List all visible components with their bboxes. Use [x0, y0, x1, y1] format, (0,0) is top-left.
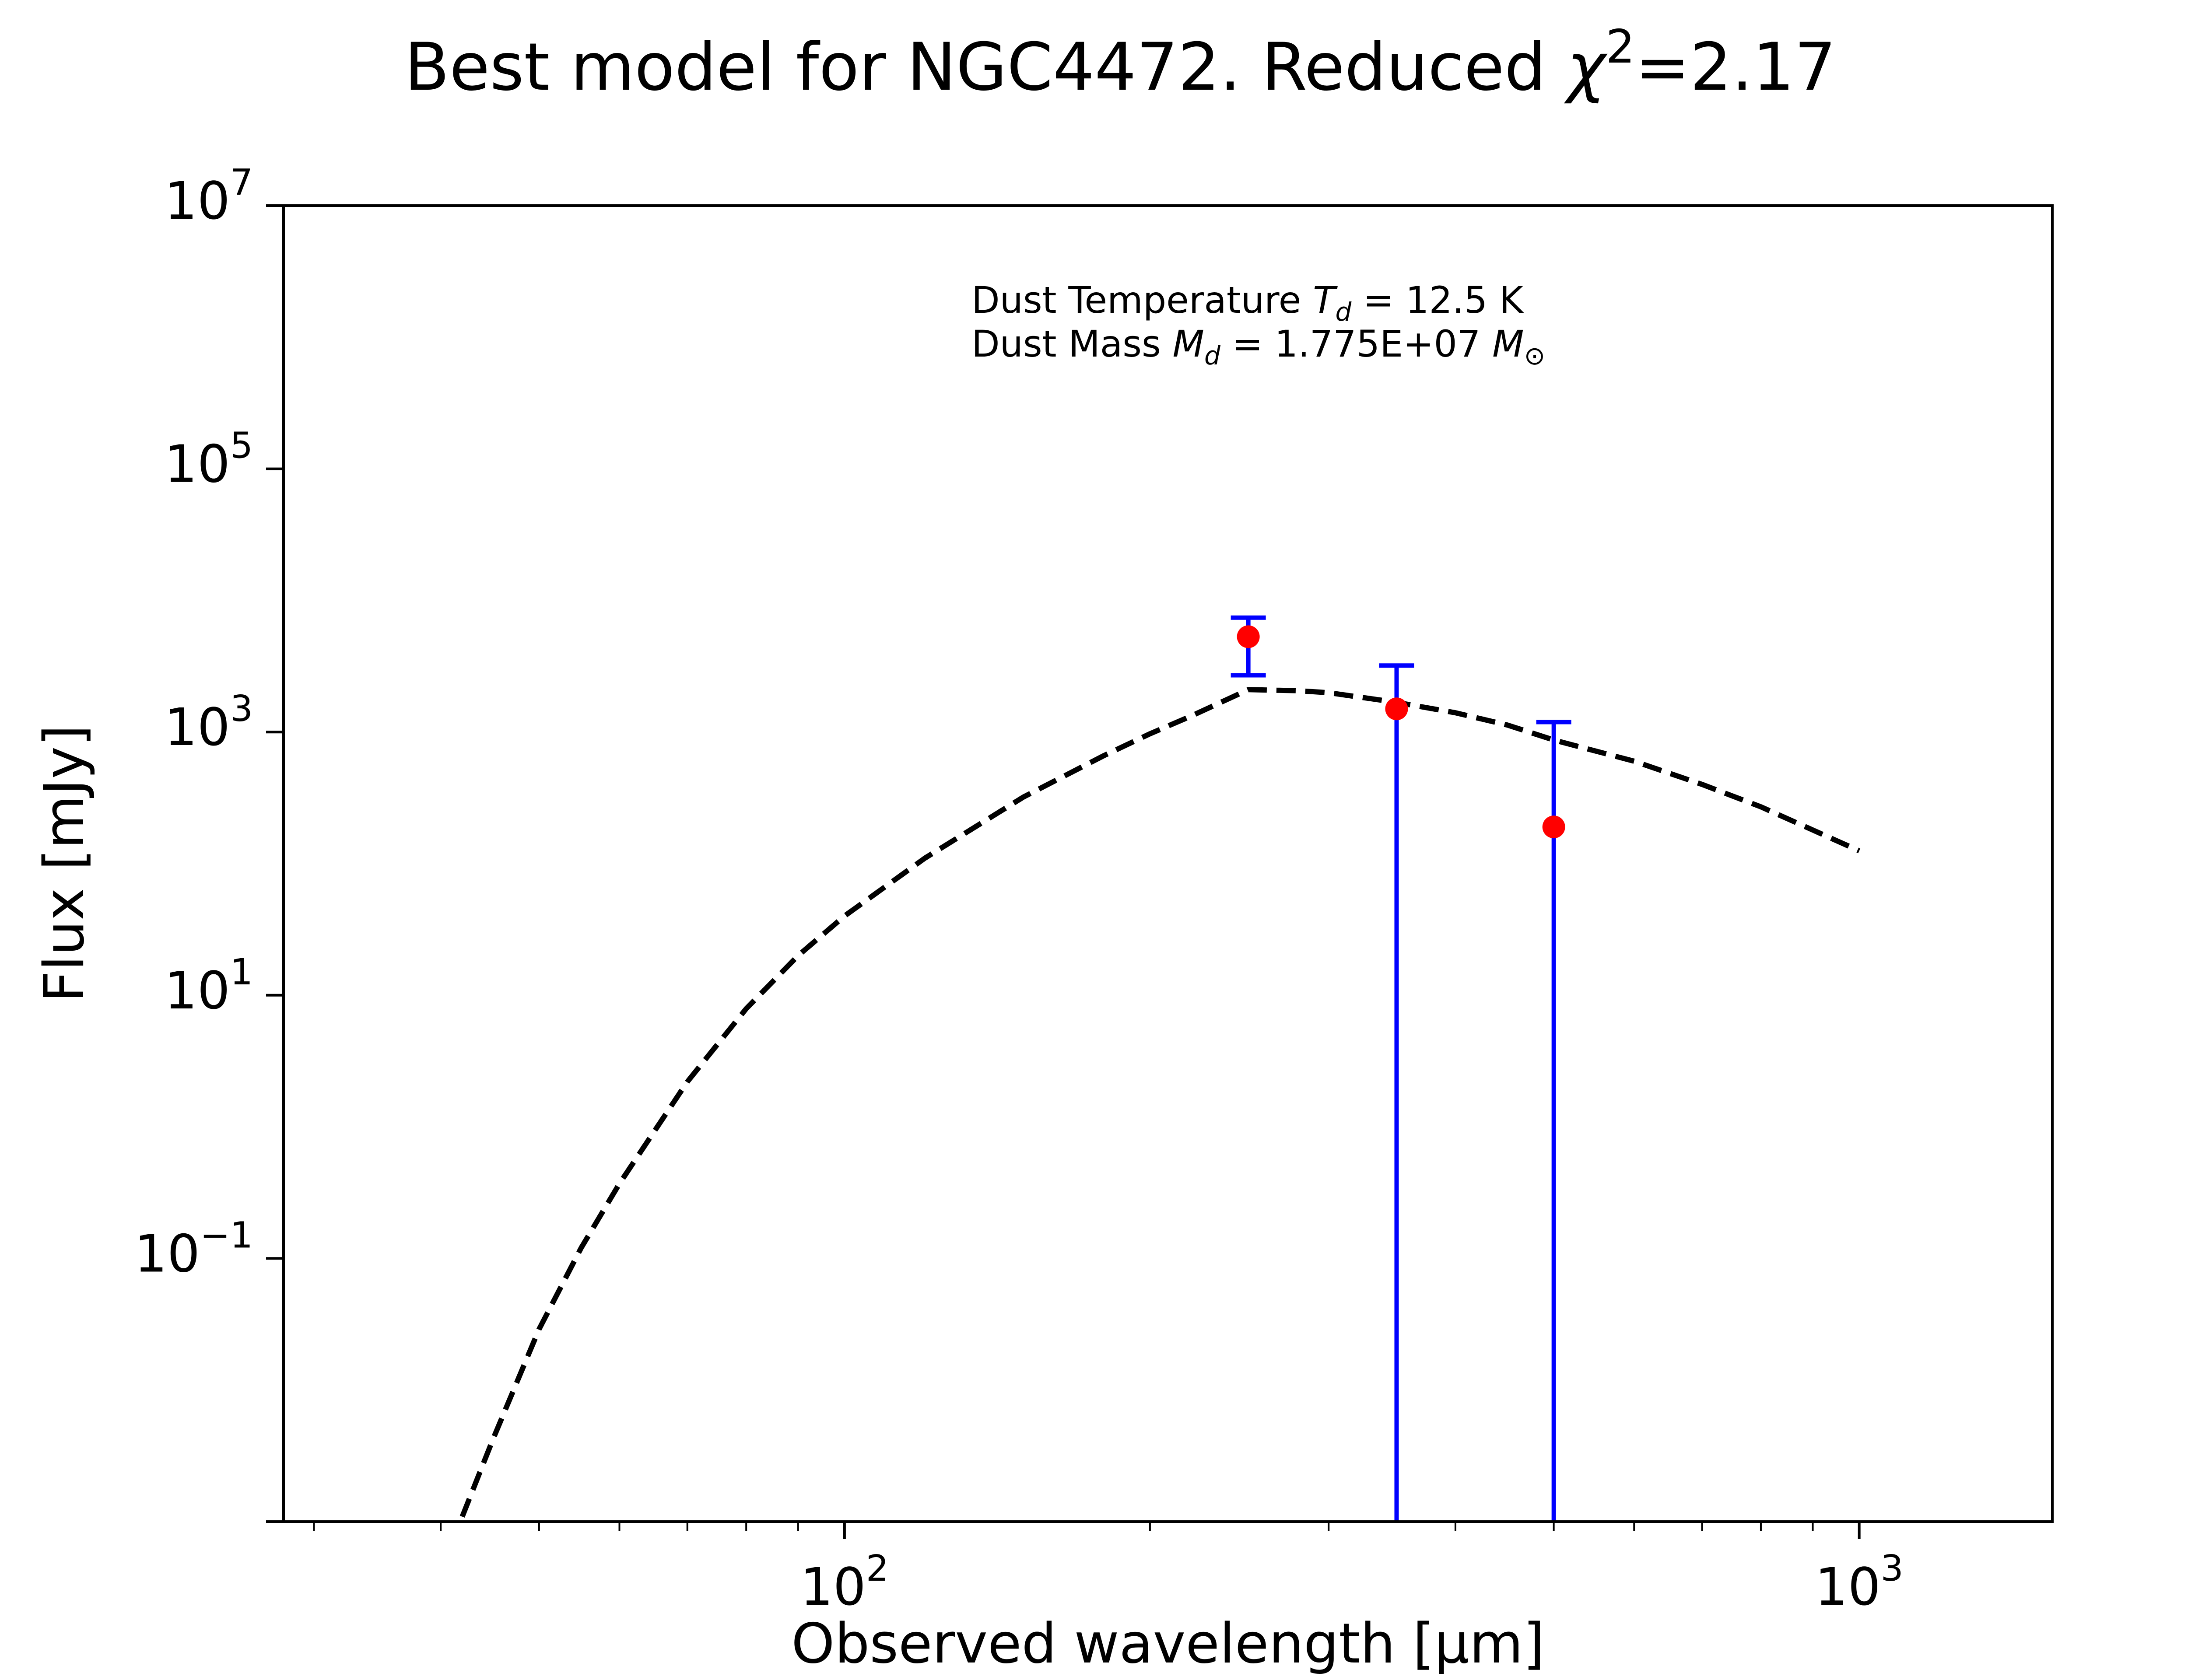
annotation-value: = 12.5 K	[1351, 279, 1524, 322]
x-axis-label: Observed wavelength [μm]	[791, 1611, 1545, 1676]
model-curve	[459, 687, 1861, 1518]
error-bar	[1379, 663, 1414, 1522]
data-point	[1237, 625, 1260, 648]
y-tick-label: 10−1	[134, 1214, 253, 1284]
error-bar	[1536, 720, 1571, 1522]
annotation-symbol: M	[1492, 322, 1524, 365]
annotation-line-temperature: Dust Temperature Td = 12.5 K	[971, 279, 1524, 327]
y-tick-label: 103	[165, 688, 253, 757]
y-tick-base: 10	[165, 697, 230, 757]
y-tick-exponent: 3	[230, 688, 253, 730]
y-tick-base: 10	[165, 960, 230, 1021]
annotation-subscript: d	[1204, 341, 1221, 371]
x-tick-exponent: 2	[866, 1548, 889, 1589]
y-tick-label: 101	[165, 952, 253, 1021]
y-tick-base: 10	[165, 171, 230, 231]
y-tick-exponent: −1	[200, 1214, 253, 1256]
chart-title: Best model for NGC4472. Reduced χ2=2.17	[404, 20, 1836, 105]
x-tick-base: 10	[800, 1557, 866, 1617]
title-suffix: =2.17	[1635, 29, 1836, 105]
x-tick-label: 103	[1815, 1548, 1904, 1617]
annotation-symbol: M	[1173, 322, 1204, 365]
data-point	[1542, 816, 1565, 839]
annotation-symbol: T	[1313, 279, 1338, 322]
y-tick-base: 10	[165, 434, 230, 494]
plot-frame	[282, 204, 2054, 1523]
y-tick-exponent: 1	[230, 952, 253, 993]
x-tick-exponent: 3	[1881, 1548, 1904, 1589]
title-chi: χ	[1564, 29, 1608, 105]
annotation-value: = 1.775E+07	[1220, 322, 1492, 365]
x-axis-ticks: 102 103	[313, 1522, 1904, 1617]
y-axis-label: Flux [mJy]	[32, 725, 96, 1003]
annotation-label: Dust Mass	[971, 322, 1173, 365]
error-bars	[1231, 615, 1571, 1522]
title-superscript: 2	[1606, 20, 1635, 74]
data-points	[1237, 625, 1565, 839]
y-tick-base: 10	[134, 1223, 200, 1284]
y-tick-exponent: 5	[230, 425, 253, 467]
y-tick-label: 105	[165, 425, 253, 494]
annotation-label: Dust Temperature	[971, 279, 1313, 322]
model-curve-path	[459, 687, 1861, 1518]
x-tick-label: 102	[800, 1548, 889, 1617]
annotation-subscript: d	[1335, 297, 1352, 327]
annotation-line-mass: Dust Mass Md = 1.775E+07 M⊙	[971, 322, 1545, 371]
title-text: Best model for NGC4472. Reduced χ2=2.17	[404, 20, 1836, 105]
title-prefix: Best model for NGC4472. Reduced	[404, 29, 1567, 105]
y-tick-label: 107	[165, 162, 253, 231]
data-point	[1385, 697, 1408, 721]
y-tick-exponent: 7	[230, 162, 253, 203]
x-tick-base: 10	[1815, 1557, 1881, 1617]
annotation-subscript: ⊙	[1524, 341, 1546, 371]
